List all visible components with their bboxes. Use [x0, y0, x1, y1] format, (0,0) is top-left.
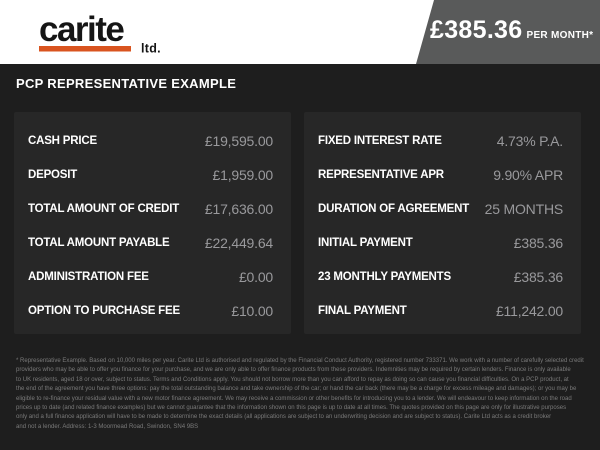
svg-text:carite: carite [39, 10, 124, 49]
svg-text:ltd.: ltd. [141, 42, 161, 55]
